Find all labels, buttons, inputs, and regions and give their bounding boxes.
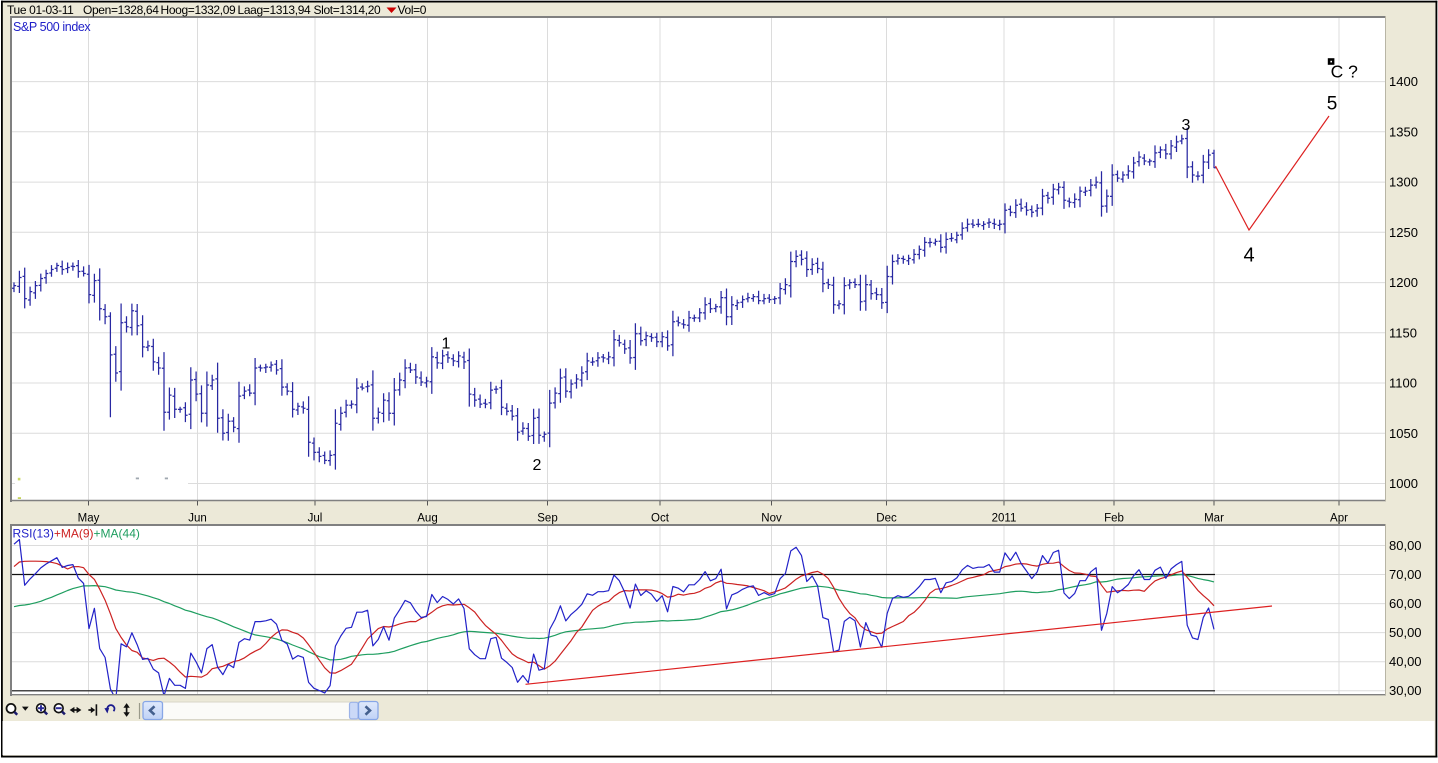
svg-text:Jul: Jul: [308, 513, 323, 525]
svg-text:C ?: C ?: [1331, 61, 1359, 81]
svg-text:1200: 1200: [1389, 275, 1418, 290]
svg-text:1150: 1150: [1389, 325, 1417, 340]
svg-text:1100: 1100: [1389, 376, 1417, 391]
svg-text:60,00: 60,00: [1389, 596, 1422, 611]
svg-text:1400: 1400: [1389, 74, 1418, 89]
svg-text:40,00: 40,00: [1389, 654, 1422, 669]
svg-text:May: May: [78, 513, 100, 525]
svg-text:Hoog=1332,09: Hoog=1332,09: [161, 3, 237, 17]
svg-text:1: 1: [442, 336, 451, 353]
svg-text:Apr: Apr: [1330, 513, 1348, 525]
svg-text:Sep: Sep: [537, 513, 557, 525]
svg-text:Jun: Jun: [188, 513, 207, 525]
svg-text:Aug: Aug: [417, 513, 437, 525]
svg-text:3: 3: [1182, 117, 1191, 134]
svg-text:5: 5: [1327, 94, 1338, 115]
svg-text:70,00: 70,00: [1389, 567, 1422, 582]
svg-text:Mar: Mar: [1204, 513, 1224, 525]
svg-text:Laag=1313,94: Laag=1313,94: [238, 3, 312, 17]
svg-text:1050: 1050: [1389, 426, 1418, 441]
svg-text:S&P 500 index: S&P 500 index: [13, 20, 91, 34]
svg-text:4: 4: [1243, 245, 1254, 267]
svg-text:Vol=0: Vol=0: [398, 3, 427, 17]
svg-text:80,00: 80,00: [1389, 538, 1422, 553]
svg-text:2: 2: [533, 457, 542, 474]
svg-text:Slot=1314,20: Slot=1314,20: [314, 3, 382, 17]
svg-text:Oct: Oct: [651, 513, 670, 525]
svg-text:1300: 1300: [1389, 175, 1418, 190]
svg-text:30,00: 30,00: [1389, 683, 1422, 698]
svg-text:Dec: Dec: [876, 513, 897, 525]
svg-text:Feb: Feb: [1104, 513, 1124, 525]
svg-text:Open=1328,64: Open=1328,64: [83, 3, 159, 17]
svg-text:1250: 1250: [1389, 225, 1418, 240]
svg-text:RSI(13)+MA(9)+MA(44): RSI(13)+MA(9)+MA(44): [13, 527, 140, 541]
svg-text:1000: 1000: [1389, 476, 1418, 491]
svg-text:Tue 01-03-11: Tue 01-03-11: [7, 3, 74, 17]
svg-text:50,00: 50,00: [1389, 625, 1422, 640]
svg-text:1350: 1350: [1389, 124, 1418, 139]
svg-text:2011: 2011: [992, 513, 1017, 525]
svg-text:Nov: Nov: [761, 513, 782, 525]
